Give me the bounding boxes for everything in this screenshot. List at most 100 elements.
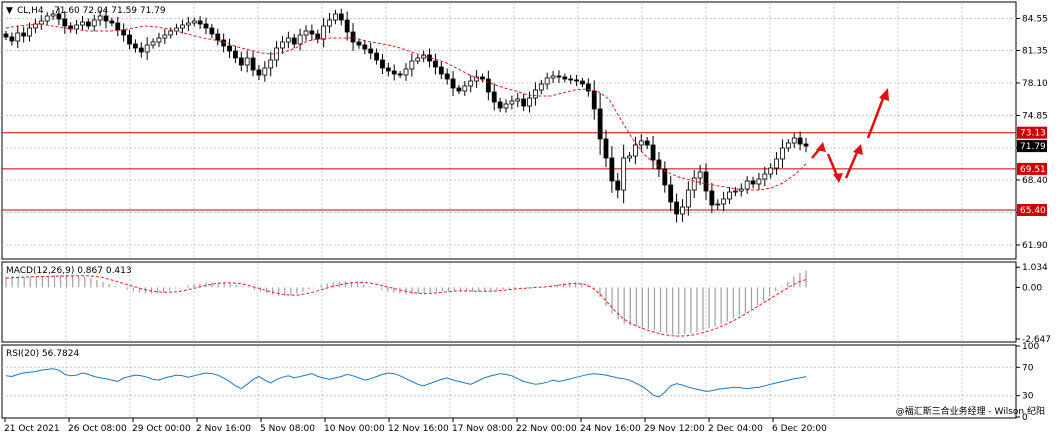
candle-bullish — [409, 60, 415, 70]
candle-bearish — [115, 22, 121, 31]
rsi-panel-frame[interactable] — [1, 344, 1017, 419]
rsi-tick-label: 100 — [1022, 342, 1039, 352]
grid-lines — [2, 3, 1016, 417]
candle-bearish — [103, 15, 109, 22]
candle-bullish — [156, 37, 162, 43]
dropdown-arrow-icon[interactable]: ▼ — [6, 6, 13, 16]
price-tick-label: 81.35 — [1022, 47, 1048, 57]
candle-bearish — [138, 47, 144, 53]
candle-bullish — [74, 24, 79, 30]
candle-bullish — [462, 85, 468, 92]
candle-bearish — [385, 67, 391, 72]
rsi-tick-label: 30 — [1022, 392, 1034, 402]
candle-bullish — [791, 137, 797, 144]
candle-bearish — [350, 31, 356, 43]
candle-bearish — [315, 33, 321, 40]
macd-panel-frame[interactable] — [1, 261, 1017, 343]
candle-bullish — [527, 97, 532, 107]
candle-bearish — [397, 73, 403, 76]
symbol-header: CL,H4 — [17, 6, 44, 16]
candle-bearish — [391, 70, 397, 75]
candle-bullish — [180, 24, 185, 29]
candlestick-series — [3, 7, 809, 223]
rsi-tick-label: 0 — [1022, 413, 1028, 423]
time-tick-label: 29 Oct 00:00 — [132, 424, 191, 434]
candle-bullish — [168, 30, 174, 36]
candle-bearish — [497, 101, 503, 109]
candle-bullish — [509, 100, 515, 105]
candle-bearish — [556, 75, 562, 78]
candle-bearish — [603, 138, 609, 159]
rsi-axis: 100 70 30 0 — [1016, 342, 1039, 423]
candle-bearish — [491, 91, 497, 103]
candle-bullish — [621, 157, 627, 191]
price-panel-frame[interactable] — [1, 1, 1017, 260]
macd-tick-label: 0.00 — [1022, 283, 1042, 293]
candle-bullish — [403, 68, 409, 76]
candle-bearish — [368, 48, 374, 54]
macd-axis: 1.034 0.00 -2.647 — [1016, 263, 1051, 345]
current-price-tag — [1017, 140, 1047, 153]
time-tick-label: 10 Nov 00:00 — [324, 424, 385, 434]
candle-bullish — [721, 198, 727, 205]
candle-bearish — [197, 20, 203, 25]
time-tick-label: 5 Nov 08:00 — [260, 424, 315, 434]
time-tick-label: 17 Nov 08:00 — [452, 424, 513, 434]
projection-arrowhead-4 — [879, 88, 889, 101]
candle-bearish — [456, 87, 462, 92]
candle-bullish — [333, 13, 338, 21]
price-tick-label: 68.40 — [1022, 176, 1048, 186]
time-tick-label: 12 Nov 16:00 — [388, 424, 449, 434]
candle-bullish — [715, 203, 721, 206]
candle-bearish — [668, 184, 674, 203]
candle-bullish — [744, 180, 750, 190]
candle-bearish — [3, 33, 9, 38]
candle-bearish — [585, 83, 591, 92]
candle-bullish — [415, 57, 421, 62]
candle-bullish — [262, 67, 268, 76]
candle-bullish — [762, 173, 768, 180]
rsi-line — [5, 368, 807, 398]
horizontal-levels — [2, 132, 1016, 211]
candle-bearish — [109, 20, 115, 24]
projection-arrow-3 — [844, 149, 860, 179]
candle-bullish — [633, 144, 638, 157]
candle-bullish — [97, 15, 103, 21]
candle-bearish — [374, 52, 379, 61]
candle-bullish — [191, 20, 197, 24]
candle-bullish — [274, 47, 279, 61]
candle-bearish — [644, 140, 650, 146]
candle-bearish — [597, 108, 603, 140]
candle-bullish — [150, 41, 156, 46]
candle-bullish — [280, 41, 285, 49]
time-tick-label: 2 Dec 04:00 — [708, 424, 763, 434]
candle-bearish — [438, 66, 444, 75]
candle-bullish — [50, 13, 56, 17]
candle-bearish — [9, 36, 15, 42]
candle-bullish — [80, 21, 85, 26]
candle-bearish — [574, 79, 579, 82]
level-price-tag-label: 65.40 — [1020, 206, 1046, 216]
candle-bullish — [303, 30, 309, 36]
candle-bearish — [674, 201, 679, 215]
time-axis: 21 Oct 2021 26 Oct 08:00 29 Oct 00:00 2 Nov… — [4, 418, 827, 434]
candle-bullish — [33, 23, 38, 29]
candle-bullish — [27, 27, 32, 37]
candle-bullish — [244, 57, 250, 66]
candle-bullish — [697, 171, 703, 179]
candle-bearish — [309, 30, 315, 35]
candle-bearish — [127, 34, 132, 45]
candle-bullish — [515, 98, 521, 102]
candle-bullish — [638, 140, 644, 146]
candle-bullish — [185, 22, 191, 26]
rsi-label: RSI(20) 56.7824 — [6, 349, 79, 359]
candle-bullish — [38, 20, 44, 25]
candle-bullish — [691, 177, 697, 191]
candle-bullish — [268, 59, 274, 69]
time-tick-label: 24 Nov 16:00 — [580, 424, 641, 434]
candle-bearish — [703, 171, 709, 192]
candle-bearish — [250, 57, 256, 71]
candle-bearish — [650, 144, 656, 161]
candle-bearish — [797, 137, 803, 145]
